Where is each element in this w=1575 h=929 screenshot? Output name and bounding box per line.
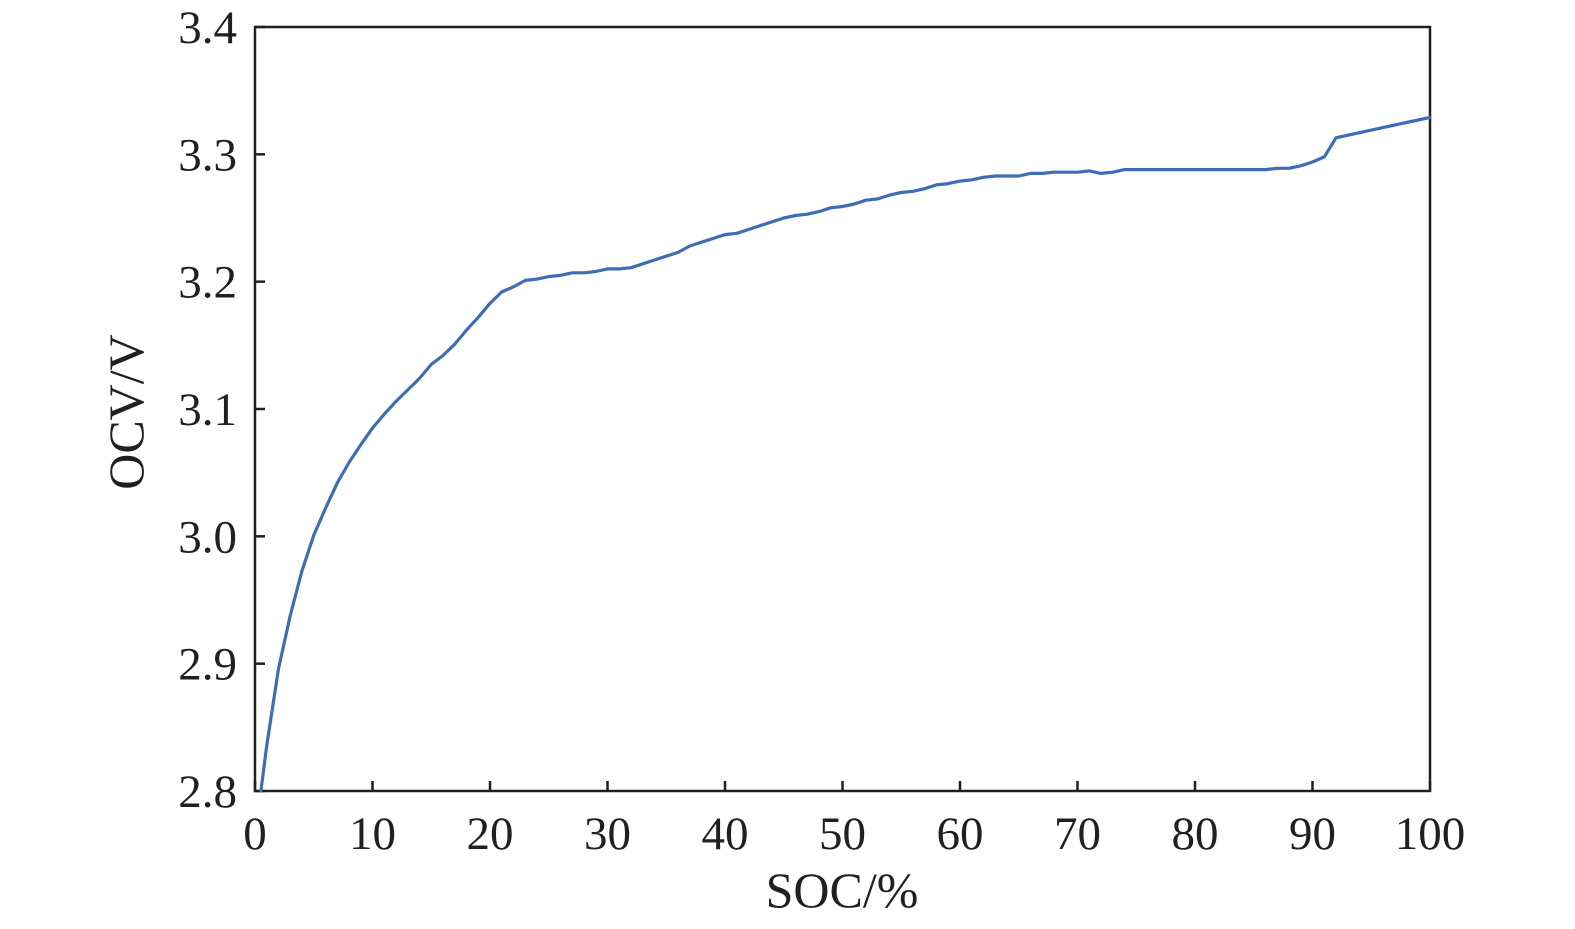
y-tick-label: 2.9: [178, 639, 237, 691]
y-tick-label: 3.1: [178, 384, 237, 436]
series-layer: [259, 115, 1432, 793]
x-tick-label: 40: [702, 808, 749, 860]
plot-border: [253, 25, 1432, 793]
y-axis: 2.8 2.9 3.0 3.1 3.2 3.3 3.4: [178, 2, 265, 818]
x-tick-label: 30: [584, 808, 631, 860]
x-tick-label: 80: [1172, 808, 1219, 860]
y-tick-label: 2.8: [178, 766, 237, 818]
y-axis-title: OCV/V: [98, 334, 154, 490]
x-tick-label: 90: [1289, 808, 1336, 860]
x-tick-label: 70: [1054, 808, 1101, 860]
x-tick-label: 100: [1395, 808, 1466, 860]
plot-frame: [253, 25, 1432, 793]
y-tick-label: 3.2: [178, 257, 237, 309]
y-tick-label: 3.0: [178, 511, 237, 563]
x-tick-label: 60: [937, 808, 984, 860]
x-axis: 0 10 20 30 40 50 60 70 80 90 100: [243, 781, 1465, 860]
x-tick-label: 0: [243, 808, 267, 860]
x-tick-label: 50: [819, 808, 866, 860]
x-axis-title: SOC/%: [766, 862, 919, 918]
y-tick-label: 3.4: [178, 2, 237, 54]
ocv-series-line: [259, 115, 1432, 793]
x-tick-label: 10: [349, 808, 396, 860]
x-tick-label: 20: [467, 808, 514, 860]
y-tick-label: 3.3: [178, 129, 237, 181]
